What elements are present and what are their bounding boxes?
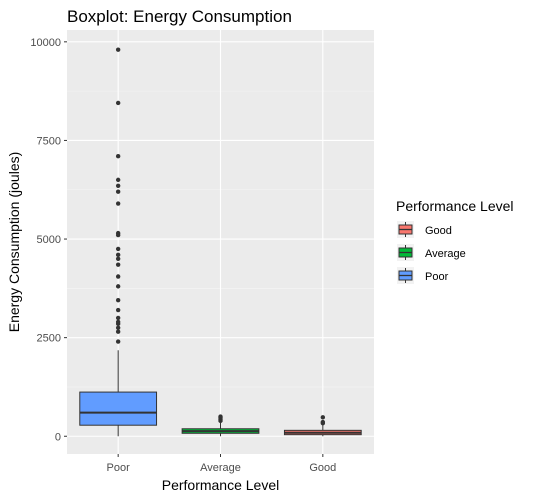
outlier-point [115,100,121,106]
outlier-point [320,419,326,425]
outlier-point [115,252,121,258]
y-tick-label: 2500 [37,333,61,345]
outlier-point [115,183,121,188]
legend-entry-average: Average [397,244,466,261]
x-tick-label: Poor [107,462,131,474]
outlier-point [115,339,121,344]
outlier-point [115,262,121,267]
outlier-point [115,319,121,325]
y-tick-label: 0 [55,431,61,443]
chart-title: Boxplot: Energy Consumption [67,7,292,26]
outlier-point [320,415,326,420]
y-axis: 0 2500 5000 7500 10000 [30,37,67,443]
outlier-point [115,256,121,261]
box-poor [79,47,158,437]
outlier-point [115,297,121,303]
y-tick-label: 7500 [37,135,61,147]
box-good [283,415,362,437]
x-tick-label: Average [200,462,241,474]
x-tick-label: Good [309,462,336,474]
outlier-point [115,274,121,279]
legend-title: Performance Level [396,198,514,214]
legend-label: Average [425,248,466,260]
outlier-point [115,177,121,183]
boxes [79,47,362,437]
y-tick-label: 5000 [37,234,61,246]
x-axis: Poor Average Good [107,454,336,474]
box-average [181,414,260,437]
outlier-point [115,47,121,52]
outlier-point [218,414,223,419]
outlier-point [115,154,121,159]
outlier-point [115,307,121,313]
legend-label: Good [425,225,452,237]
legend-label: Poor [425,271,449,283]
outlier-point [115,284,121,289]
legend-entry-poor: Poor [397,267,449,284]
legend: Performance Level Good Average Poor [396,198,514,284]
outlier-point [115,189,121,194]
legend-entry-good: Good [397,221,452,238]
outlier-point [115,315,121,321]
y-axis-title: Energy Consumption (joules) [6,152,22,333]
outlier-point [115,325,121,330]
x-axis-title: Performance Level [162,477,280,493]
outlier-point [115,201,121,206]
y-tick-label: 10000 [30,37,61,49]
outlier-point [115,230,121,236]
outlier-point [115,246,121,252]
box-body [79,391,158,426]
outlier-point [115,329,121,334]
